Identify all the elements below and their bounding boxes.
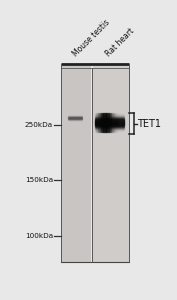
Bar <box>106 113 107 132</box>
Bar <box>95 113 96 132</box>
Bar <box>97 113 98 132</box>
Text: 250kDa: 250kDa <box>25 122 53 128</box>
Bar <box>95 118 124 119</box>
Bar <box>115 113 116 132</box>
Bar <box>61 64 91 262</box>
Text: Mouse testis: Mouse testis <box>72 17 112 58</box>
Bar <box>95 127 124 128</box>
Bar <box>95 128 124 129</box>
Bar <box>95 129 124 130</box>
Bar <box>95 116 124 117</box>
Bar <box>95 123 124 124</box>
Text: 100kDa: 100kDa <box>25 233 53 239</box>
Bar <box>123 113 124 132</box>
Bar <box>105 113 106 132</box>
Bar <box>95 121 124 122</box>
Text: Rat heart: Rat heart <box>104 26 136 58</box>
Bar <box>116 113 117 132</box>
Bar <box>110 113 111 132</box>
Bar <box>114 113 115 132</box>
Bar <box>101 113 102 132</box>
Bar <box>95 125 124 126</box>
Bar <box>111 113 112 132</box>
Bar <box>113 113 114 132</box>
Bar <box>95 119 124 120</box>
Bar <box>108 113 109 132</box>
Bar <box>102 113 103 132</box>
Bar <box>95 130 124 131</box>
Bar <box>112 113 113 132</box>
Bar <box>100 113 101 132</box>
Bar <box>95 114 124 115</box>
Bar <box>99 113 100 132</box>
Bar <box>95 115 124 116</box>
Bar <box>95 113 124 114</box>
Bar <box>103 113 104 132</box>
Bar <box>119 113 120 132</box>
Bar <box>96 113 97 132</box>
Bar <box>109 113 110 132</box>
Text: TET1: TET1 <box>137 119 161 129</box>
Bar <box>121 113 122 132</box>
Bar <box>95 117 124 118</box>
Bar <box>98 113 99 132</box>
Bar <box>104 113 105 132</box>
Bar <box>117 113 118 132</box>
Bar <box>95 131 124 132</box>
Bar <box>93 64 129 262</box>
Bar <box>107 113 108 132</box>
Bar <box>120 113 121 132</box>
Bar <box>95 124 124 125</box>
Bar <box>122 113 123 132</box>
Bar <box>118 113 119 132</box>
Bar <box>95 120 124 121</box>
Text: 150kDa: 150kDa <box>25 177 53 183</box>
Bar <box>95 122 124 123</box>
Bar <box>95 126 124 127</box>
